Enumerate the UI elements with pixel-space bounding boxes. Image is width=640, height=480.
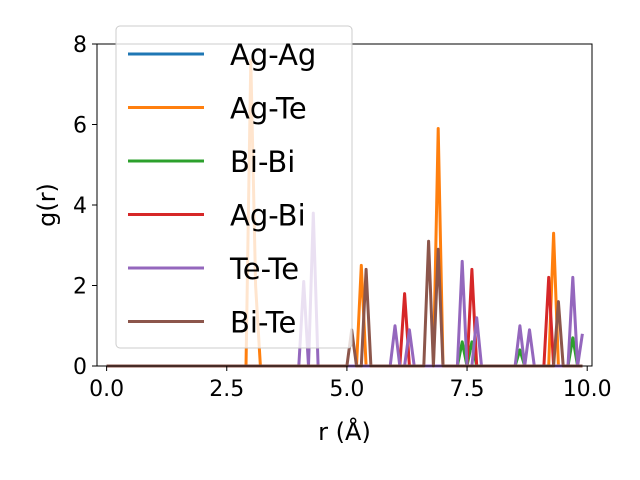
y-tick-label: 2 <box>73 275 87 300</box>
legend: Ag-Ag Ag-Te Bi-Bi Ag-Bi Te-Te Bi-Te <box>115 25 353 349</box>
x-tick-label: 0.0 <box>89 377 124 402</box>
legend-label: Ag-Bi <box>230 199 306 233</box>
x-tick-label: 10.0 <box>563 377 612 402</box>
series-line-bi-te <box>106 239 583 368</box>
x-tick-label: 5.0 <box>329 377 364 402</box>
legend-label: Ag-Te <box>230 92 307 126</box>
y-tick-label: 6 <box>73 114 87 139</box>
legend-label: Bi-Bi <box>230 145 295 179</box>
y-tick-label: 0 <box>73 355 87 380</box>
y-tick-label: 8 <box>73 33 87 58</box>
ticks-layer: 0.0 2.5 5.0 7.5 10.0 0 2 4 6 8 <box>73 33 612 402</box>
x-axis-label: r (Å) <box>318 417 371 446</box>
x-tick-label: 7.5 <box>450 377 485 402</box>
legend-label: Te-Te <box>229 252 299 286</box>
y-tick-label: 4 <box>73 194 87 219</box>
x-tick-label: 2.5 <box>209 377 244 402</box>
legend-label: Bi-Te <box>230 306 296 340</box>
legend-label: Ag-Ag <box>230 38 316 72</box>
legend-box <box>115 25 353 349</box>
y-axis-label: g(r) <box>33 183 61 227</box>
